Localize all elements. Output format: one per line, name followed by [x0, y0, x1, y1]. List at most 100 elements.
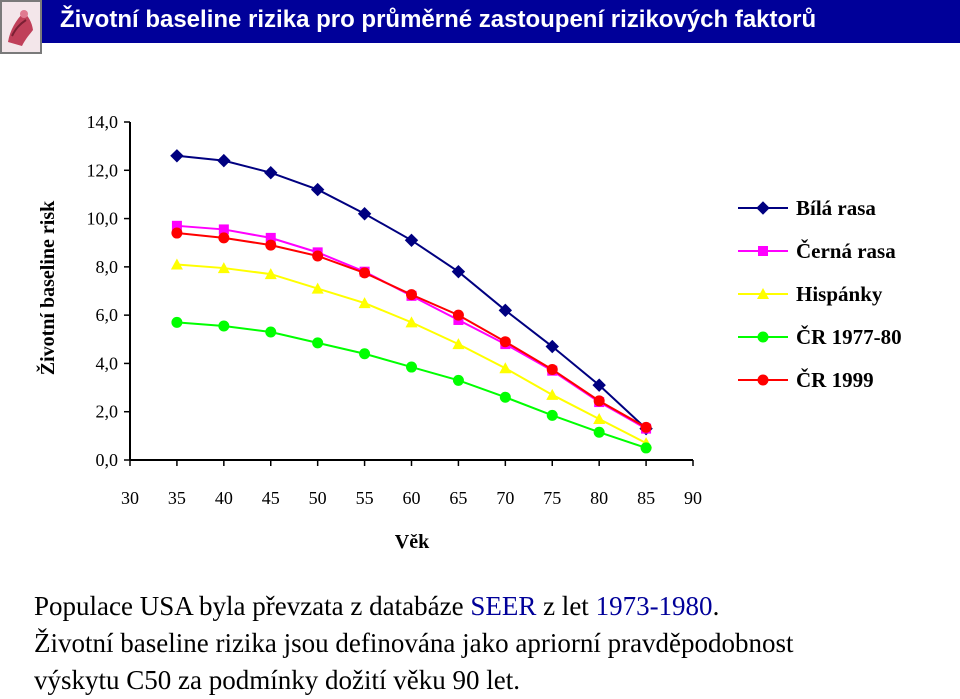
data-point — [265, 326, 277, 338]
data-point — [499, 336, 511, 348]
legend-marker — [757, 331, 769, 343]
data-point — [640, 442, 652, 454]
data-point — [640, 421, 652, 433]
data-point — [218, 320, 230, 332]
y-tick-label: 12,0 — [87, 160, 119, 180]
x-tick-label: 55 — [356, 488, 374, 508]
data-point — [311, 282, 324, 294]
data-point — [312, 337, 324, 349]
caption-text-1a: Populace USA byla převzata z databáze — [34, 591, 471, 621]
data-point — [499, 362, 512, 374]
data-point — [406, 361, 417, 373]
data-point — [264, 268, 277, 280]
caption-line-3: výskytu C50 za podmínky dožití věku 90 l… — [34, 665, 520, 695]
logo-graphic — [2, 2, 40, 52]
data-point — [404, 233, 419, 248]
x-tick-label: 65 — [449, 488, 467, 508]
data-point — [592, 378, 606, 392]
caption-line-1: Populace USA byla převzata z databáze SE… — [34, 588, 954, 625]
caption: Populace USA byla převzata z databáze SE… — [34, 588, 954, 699]
x-tick-label: 30 — [121, 488, 139, 508]
series-r-1999 — [171, 227, 652, 433]
legend-item: Černá rasa — [738, 239, 896, 263]
y-tick-label: 10,0 — [87, 209, 119, 229]
data-point — [265, 239, 277, 251]
data-point — [359, 267, 371, 279]
legend-label: Hispánky — [796, 282, 883, 306]
x-tick-label: 85 — [637, 488, 655, 508]
x-tick-label: 70 — [496, 488, 514, 508]
y-tick-label: 6,0 — [96, 305, 119, 325]
series-hisp-nky — [170, 258, 653, 449]
data-point — [171, 227, 183, 239]
legend-label: ČR 1999 — [796, 368, 874, 392]
data-point — [264, 165, 278, 180]
data-point — [593, 412, 606, 424]
slide-title: Životní baseline rizika pro průměrné zas… — [60, 6, 817, 33]
legend: Bílá rasa Černá rasa Hispánky ČR 1977-80 ČR … — [738, 196, 902, 392]
data-point — [359, 348, 371, 360]
caption-text-1c: z let — [536, 591, 596, 621]
data-point — [498, 303, 513, 318]
data-point — [265, 232, 276, 243]
data-point — [170, 149, 184, 163]
data-point — [171, 220, 182, 231]
data-point — [546, 363, 558, 375]
y-tick-label: 0,0 — [96, 450, 119, 470]
data-point — [545, 339, 559, 354]
x-axis-title: Věk — [395, 531, 430, 553]
x-tick-label: 90 — [684, 488, 702, 508]
y-axis-title: Životní baseline risk — [35, 200, 59, 375]
series-layer — [170, 149, 653, 454]
data-point — [218, 232, 230, 244]
legend-label: ČR 1977-80 — [796, 325, 902, 349]
x-tick-label: 75 — [543, 488, 561, 508]
data-point — [217, 262, 230, 274]
data-point — [312, 250, 324, 262]
data-point — [218, 224, 229, 235]
data-point — [310, 182, 325, 197]
y-tick-label: 8,0 — [96, 257, 119, 277]
x-tick-label: 50 — [309, 488, 327, 508]
series-line — [176, 232, 647, 429]
data-point — [358, 297, 371, 309]
x-tick-label: 45 — [262, 488, 280, 508]
caption-text-1e: . — [712, 591, 720, 621]
x-tick-label: 35 — [168, 488, 186, 508]
y-tick-label: 14,0 — [87, 112, 119, 132]
data-point — [452, 374, 464, 386]
x-tick-label: 40 — [215, 488, 233, 508]
series-r-1977-80 — [171, 316, 652, 454]
legend-marker — [757, 374, 769, 386]
legend-item: ČR 1999 — [738, 368, 874, 392]
data-point — [593, 395, 605, 407]
data-point — [406, 289, 417, 301]
legend-label: Černá rasa — [796, 239, 896, 263]
legend-marker — [756, 201, 770, 215]
data-point — [217, 153, 231, 168]
legend-item: Bílá rasa — [738, 196, 876, 220]
legend-label: Bílá rasa — [796, 196, 876, 220]
y-tick-label: 4,0 — [96, 353, 119, 373]
legend-marker — [758, 246, 768, 256]
data-point — [546, 409, 558, 421]
title-bar: Životní baseline rizika pro průměrné zas… — [0, 0, 960, 43]
legend-item: Hispánky — [738, 282, 883, 306]
x-tick-label: 80 — [590, 488, 608, 508]
plot-axes: 0,0 2,0 4,0 6,0 8,0 10,0 12,0 14,0 30 35 40 45 50 55 6… — [87, 112, 703, 508]
caption-years: 1973-1980 — [595, 591, 713, 621]
data-point — [452, 338, 465, 350]
data-point — [170, 258, 183, 270]
logo — [0, 0, 42, 54]
data-point — [546, 388, 559, 400]
caption-line-2: Životní baseline rizika jsou definována … — [34, 628, 794, 658]
data-point — [499, 391, 511, 403]
data-point — [593, 426, 605, 438]
life-risk-line-chart: 0,0 2,0 4,0 6,0 8,0 10,0 12,0 14,0 30 35 40 45 50 55 6… — [35, 112, 902, 553]
data-point — [405, 316, 418, 328]
data-point — [451, 264, 466, 279]
caption-seer: SEER — [470, 591, 537, 621]
x-tick-label: 60 — [403, 488, 421, 508]
data-point — [171, 316, 183, 328]
data-point — [357, 207, 372, 221]
